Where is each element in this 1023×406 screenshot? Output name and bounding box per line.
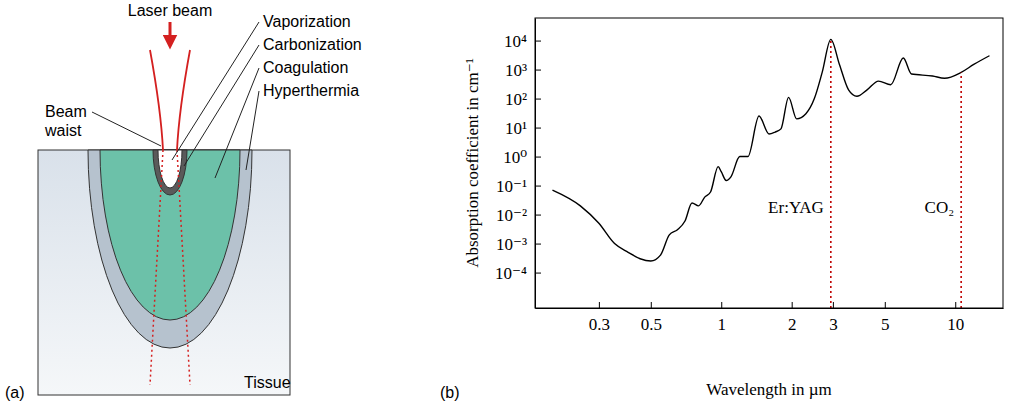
tissue-label: Tissue [244, 374, 291, 391]
x-tick-label: 0.5 [641, 315, 662, 334]
figure: Laser beam Vaporization Carbonization Coagu… [0, 0, 1023, 406]
y-tick: 10⁻⁴ [495, 264, 541, 283]
leader-line [92, 112, 161, 146]
x-tick: 0.3 [589, 302, 610, 334]
tissue [38, 150, 290, 395]
y-tick-mark [535, 215, 541, 216]
y-tick-mark [535, 157, 541, 158]
x-tick: 3 [829, 302, 838, 334]
coagulation-zone [100, 150, 240, 320]
y-tick-mark [535, 273, 541, 274]
annotation-line [830, 39, 832, 308]
y-tick: 10³ [505, 61, 541, 80]
x-tick-label: 0.3 [589, 315, 610, 334]
x-tick-mark [599, 302, 600, 308]
x-tick: 0.5 [641, 302, 662, 334]
carbonization-zone [153, 150, 187, 195]
waist-label: Beamwaist [44, 103, 87, 139]
y-tick-mark [535, 244, 541, 245]
y-tick-label: 10⁻⁴ [495, 264, 527, 283]
x-axis: 0.3 0.5 1 2 3 5 10 [536, 302, 1004, 334]
absorption-curve [552, 39, 989, 261]
y-axis-line [535, 19, 536, 309]
plot-frame [535, 18, 1003, 308]
beam-edge [150, 50, 163, 150]
y-tick-label: 10³ [505, 61, 527, 80]
leader-line [172, 22, 259, 160]
x-tick-mark [955, 302, 956, 308]
x-tick: 1 [717, 302, 726, 334]
leader-line [215, 68, 259, 178]
x-axis-line [536, 308, 1004, 309]
y-tick-mark [535, 41, 541, 42]
annotation-label: CO₂ [925, 198, 955, 217]
beam-arrow [169, 22, 172, 42]
x-tick-label: 2 [788, 315, 797, 334]
annotation-line [960, 72, 962, 308]
x-tick-label: 1 [717, 315, 726, 334]
zone-label: Hyperthermia [263, 82, 359, 99]
x-tick-label: 10 [947, 315, 964, 334]
x-tick-mark [721, 302, 722, 308]
x-tick-mark [651, 302, 652, 308]
zone-label: Carbonization [263, 36, 362, 53]
y-tick-mark [535, 186, 541, 187]
y-tick: 10⁰ [503, 148, 541, 167]
y-tick-label: 10⁻³ [496, 235, 527, 254]
y-tick-label: 10⁻² [496, 206, 527, 225]
beam-divergence [177, 150, 190, 385]
x-axis-title: Wavelength in µm [706, 380, 832, 399]
y-tick-label: 10¹ [505, 119, 527, 138]
y-tick-label: 10⁻¹ [496, 177, 527, 196]
panel-b: 0.3 0.5 1 2 3 5 10 10⁻⁴ 10⁻³ 10⁻² 10⁻¹ 10⁰ 10¹ 10² 10³… [440, 18, 1004, 401]
y-tick-label: 10² [505, 90, 527, 109]
vaporization-zone [158, 150, 182, 188]
x-tick-mark [833, 302, 834, 308]
y-axis: 10⁻⁴ 10⁻³ 10⁻² 10⁻¹ 10⁰ 10¹ 10² 10³ 10⁴ [495, 19, 541, 309]
zone-label: Vaporization [263, 13, 351, 30]
y-tick-mark [535, 128, 541, 129]
x-tick-label: 5 [881, 315, 890, 334]
y-axis-title: Absorption coefficient in cm⁻¹ [463, 58, 482, 268]
y-tick-label: 10⁰ [503, 148, 527, 167]
y-tick-mark [535, 70, 541, 71]
leader-line [246, 91, 259, 170]
x-tick-mark [792, 302, 793, 308]
y-tick: 10⁴ [504, 32, 541, 51]
x-tick: 2 [788, 302, 797, 334]
panel-label: (b) [440, 384, 460, 401]
x-tick: 10 [947, 302, 964, 334]
y-tick: 10⁻¹ [496, 177, 541, 196]
x-tick: 5 [881, 302, 890, 334]
y-tick: 10⁻² [496, 206, 541, 225]
beam-label: Laser beam [128, 2, 213, 19]
y-tick: 10² [505, 90, 541, 109]
y-tick-mark [535, 99, 541, 100]
y-tick-label: 10⁴ [504, 32, 527, 51]
beam-divergence [150, 150, 163, 385]
leader-line [184, 45, 259, 166]
panel-label: (a) [5, 384, 25, 401]
zone-label: Coagulation [263, 59, 348, 76]
y-tick: 10⁻³ [496, 235, 541, 254]
plot-area [552, 39, 989, 308]
hyperthermia-zone [88, 150, 252, 348]
x-tick-mark [885, 302, 886, 308]
annotation-label: Er:YAG [768, 198, 824, 217]
panel-a: Laser beam Vaporization Carbonization Coagu… [5, 2, 362, 401]
x-tick-label: 3 [829, 315, 838, 334]
y-tick: 10¹ [505, 119, 541, 138]
